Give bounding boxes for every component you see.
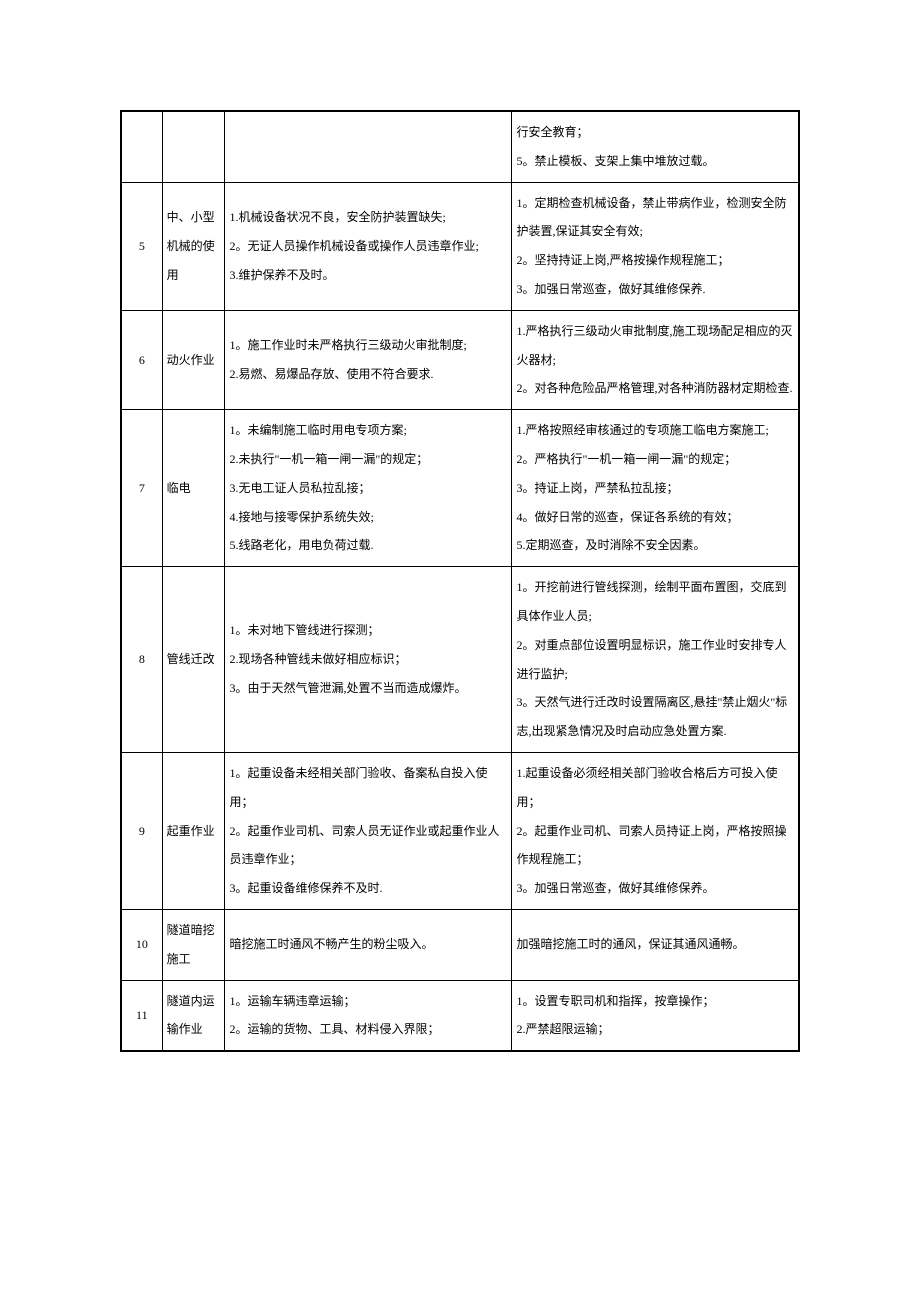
- row-measure: 1。设置专职司机和指挥，按章操作；2.严禁超限运输；: [512, 980, 799, 1051]
- row-risk: 1。起重设备未经相关部门验收、备案私自投入使用；2。起重作业司机、司索人员无证作…: [225, 752, 512, 909]
- table-row: 11隧道内运输作业1。运输车辆违章运输；2。运输的货物、工具、材料侵入界限；1。…: [121, 980, 799, 1051]
- row-risk: 1。施工作业时未严格执行三级动火审批制度;2.易燃、易爆品存放、使用不符合要求.: [225, 310, 512, 409]
- row-measure: 1.起重设备必须经相关部门验收合格后方可投入使用；2。起重作业司机、司索人员持证…: [512, 752, 799, 909]
- row-measure: 1.严格按照经审核通过的专项施工临电方案施工;2。严格执行"一机一箱一闸一漏"的…: [512, 410, 799, 567]
- row-category: 隧道内运输作业: [162, 980, 225, 1051]
- row-number: 9: [121, 752, 162, 909]
- table-row: 行安全教育；5。禁止模板、支架上集中堆放过载。: [121, 111, 799, 182]
- row-number: 5: [121, 182, 162, 310]
- row-risk: 1.机械设备状况不良，安全防护装置缺失;2。无证人员操作机械设备或操作人员违章作…: [225, 182, 512, 310]
- row-risk: 1。运输车辆违章运输；2。运输的货物、工具、材料侵入界限；: [225, 980, 512, 1051]
- row-number: 11: [121, 980, 162, 1051]
- row-number: 7: [121, 410, 162, 567]
- row-category: 中、小型机械的使用: [162, 182, 225, 310]
- row-category: 起重作业: [162, 752, 225, 909]
- row-risk: 1。未对地下管线进行探测；2.现场各种管线未做好相应标识；3。由于天然气管泄漏,…: [225, 567, 512, 753]
- row-category: 临电: [162, 410, 225, 567]
- row-number: 6: [121, 310, 162, 409]
- row-measure: 1。定期检查机械设备，禁止带病作业，检测安全防护装置,保证其安全有效;2。坚持持…: [512, 182, 799, 310]
- row-measure: 加强暗挖施工时的通风，保证其通风通畅。: [512, 909, 799, 980]
- table-row: 10隧道暗挖施工暗挖施工时通风不畅产生的粉尘吸入。加强暗挖施工时的通风，保证其通…: [121, 909, 799, 980]
- row-category: 动火作业: [162, 310, 225, 409]
- row-number: 8: [121, 567, 162, 753]
- row-number: 10: [121, 909, 162, 980]
- table-row: 6动火作业1。施工作业时未严格执行三级动火审批制度;2.易燃、易爆品存放、使用不…: [121, 310, 799, 409]
- row-measure: 1。开挖前进行管线探测，绘制平面布置图，交底到具体作业人员;2。对重点部位设置明…: [512, 567, 799, 753]
- row-measure: 1.严格执行三级动火审批制度,施工现场配足相应的灭火器材;2。对各种危险品严格管…: [512, 310, 799, 409]
- row-category: 隧道暗挖施工: [162, 909, 225, 980]
- row-category: [162, 111, 225, 182]
- row-number: [121, 111, 162, 182]
- row-risk: 暗挖施工时通风不畅产生的粉尘吸入。: [225, 909, 512, 980]
- row-risk: [225, 111, 512, 182]
- table-row: 7临电1。未编制施工临时用电专项方案;2.未执行"一机一箱一闸一漏"的规定；3.…: [121, 410, 799, 567]
- row-measure: 行安全教育；5。禁止模板、支架上集中堆放过载。: [512, 111, 799, 182]
- table-row: 5中、小型机械的使用1.机械设备状况不良，安全防护装置缺失;2。无证人员操作机械…: [121, 182, 799, 310]
- table-row: 9起重作业1。起重设备未经相关部门验收、备案私自投入使用；2。起重作业司机、司索…: [121, 752, 799, 909]
- safety-table: 行安全教育；5。禁止模板、支架上集中堆放过载。5中、小型机械的使用1.机械设备状…: [120, 110, 800, 1052]
- row-risk: 1。未编制施工临时用电专项方案;2.未执行"一机一箱一闸一漏"的规定；3.无电工…: [225, 410, 512, 567]
- table-row: 8管线迁改1。未对地下管线进行探测；2.现场各种管线未做好相应标识；3。由于天然…: [121, 567, 799, 753]
- row-category: 管线迁改: [162, 567, 225, 753]
